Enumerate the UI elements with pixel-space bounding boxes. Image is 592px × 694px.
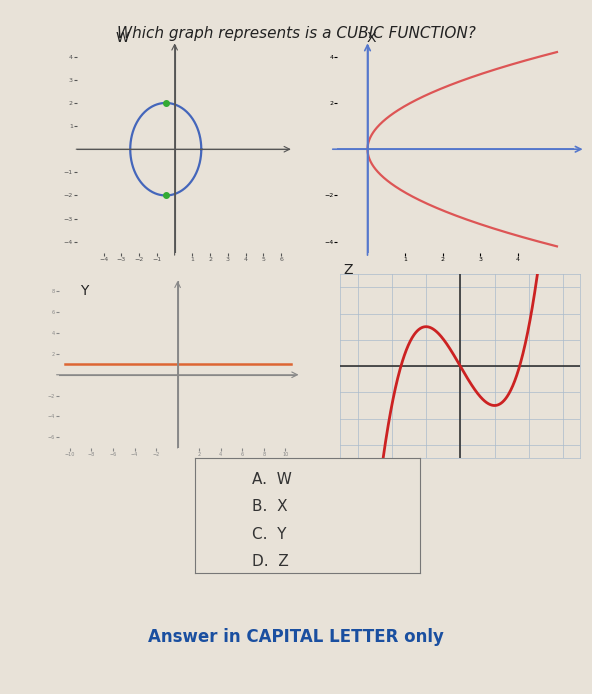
Text: B.  X: B. X <box>252 499 287 514</box>
Text: X: X <box>367 31 377 44</box>
Text: Z: Z <box>343 263 353 277</box>
Text: Answer in CAPITAL LETTER only: Answer in CAPITAL LETTER only <box>148 628 444 646</box>
Text: D.  Z: D. Z <box>252 555 288 569</box>
Text: A.  W: A. W <box>252 472 291 486</box>
Text: C.  Y: C. Y <box>252 527 286 542</box>
Text: Which graph represents is a CUBIC FUNCTION?: Which graph represents is a CUBIC FUNCTI… <box>117 26 475 41</box>
Text: Y: Y <box>80 284 88 298</box>
Text: W: W <box>115 31 129 44</box>
